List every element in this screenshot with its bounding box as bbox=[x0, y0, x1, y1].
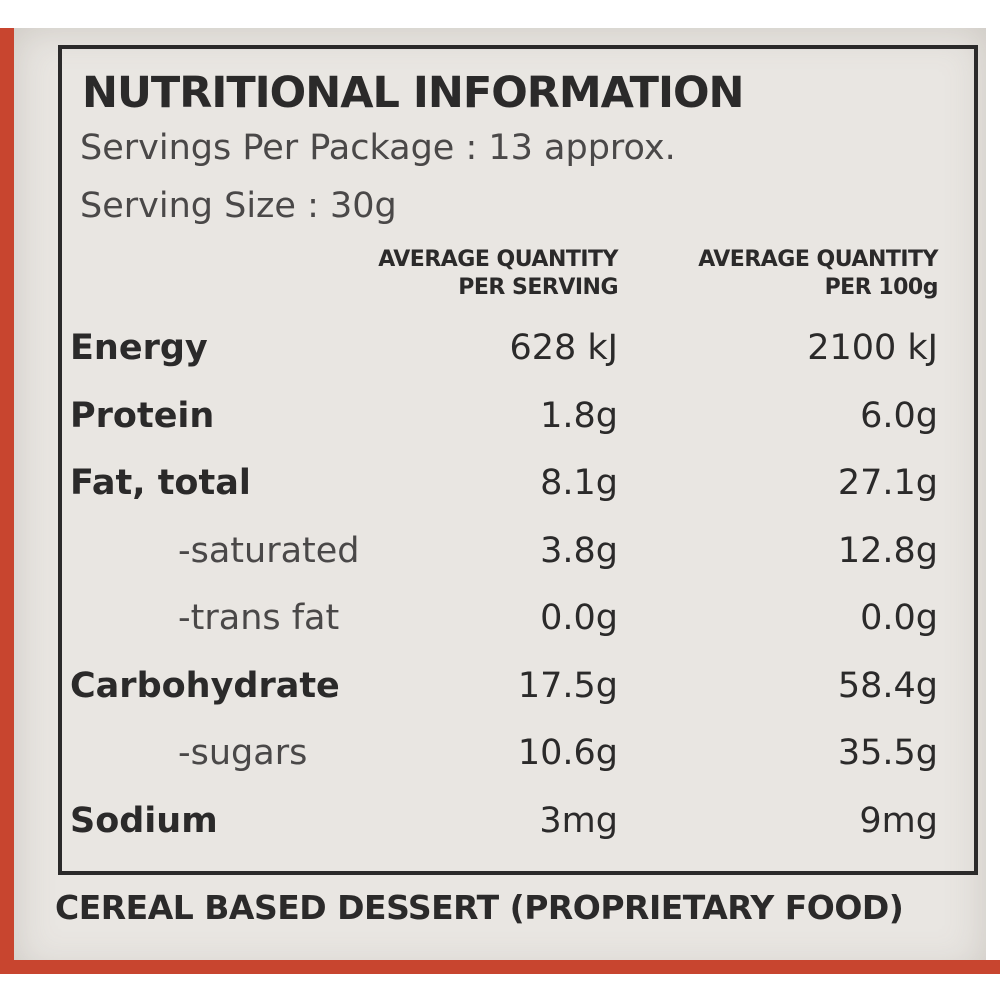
nutrient-name: -sugars bbox=[178, 733, 308, 773]
column-header: AVERAGE QUANTITY bbox=[378, 247, 618, 272]
nutrient-value: 6.0g bbox=[860, 395, 938, 436]
column-header: PER SERVING bbox=[458, 275, 618, 300]
package-edge bbox=[0, 960, 1000, 974]
nutrient-value: 58.4g bbox=[837, 665, 938, 706]
nutrient-value: 0.0g bbox=[860, 598, 938, 638]
nutrient-value: 10.6g bbox=[517, 733, 618, 773]
nutrient-name: -trans fat bbox=[178, 598, 340, 638]
nutrient-name: Sodium bbox=[70, 800, 218, 841]
nutrient-name: Energy bbox=[70, 328, 208, 368]
nutrient-name: -saturated bbox=[178, 530, 360, 571]
nutrient-value: 0.0g bbox=[540, 598, 618, 638]
title: NUTRITIONAL INFORMATION bbox=[82, 68, 744, 118]
nutrient-value: 3mg bbox=[539, 800, 618, 841]
footer: CEREAL BASED DESSERT (PROPRIETARY FOOD) bbox=[55, 888, 904, 927]
nutrient-value: 628 kJ bbox=[509, 328, 618, 368]
nutrient-name: Carbohydrate bbox=[70, 665, 340, 706]
nutrient-value: 8.1g bbox=[540, 463, 618, 503]
nutrient-value: 1.8g bbox=[540, 395, 618, 436]
nutrient-value: 12.8g bbox=[837, 530, 938, 571]
label-paper bbox=[14, 28, 986, 973]
nutrient-name: Fat, total bbox=[70, 463, 251, 503]
serving-size: Serving Size : 30g bbox=[80, 186, 397, 226]
nutrient-value: 35.5g bbox=[837, 733, 938, 773]
nutrient-name: Protein bbox=[70, 395, 215, 436]
nutrient-value: 27.1g bbox=[837, 463, 938, 503]
nutrient-value: 3.8g bbox=[540, 530, 618, 571]
column-header: PER 100g bbox=[824, 275, 939, 300]
nutrient-value: 2100 kJ bbox=[807, 328, 938, 368]
column-header: AVERAGE QUANTITY bbox=[698, 247, 938, 272]
nutrient-value: 9mg bbox=[859, 800, 938, 841]
nutrient-value: 17.5g bbox=[517, 665, 618, 706]
servings: Servings Per Package : 13 approx. bbox=[80, 128, 676, 168]
label-box bbox=[58, 45, 978, 875]
package-edge bbox=[0, 28, 14, 973]
